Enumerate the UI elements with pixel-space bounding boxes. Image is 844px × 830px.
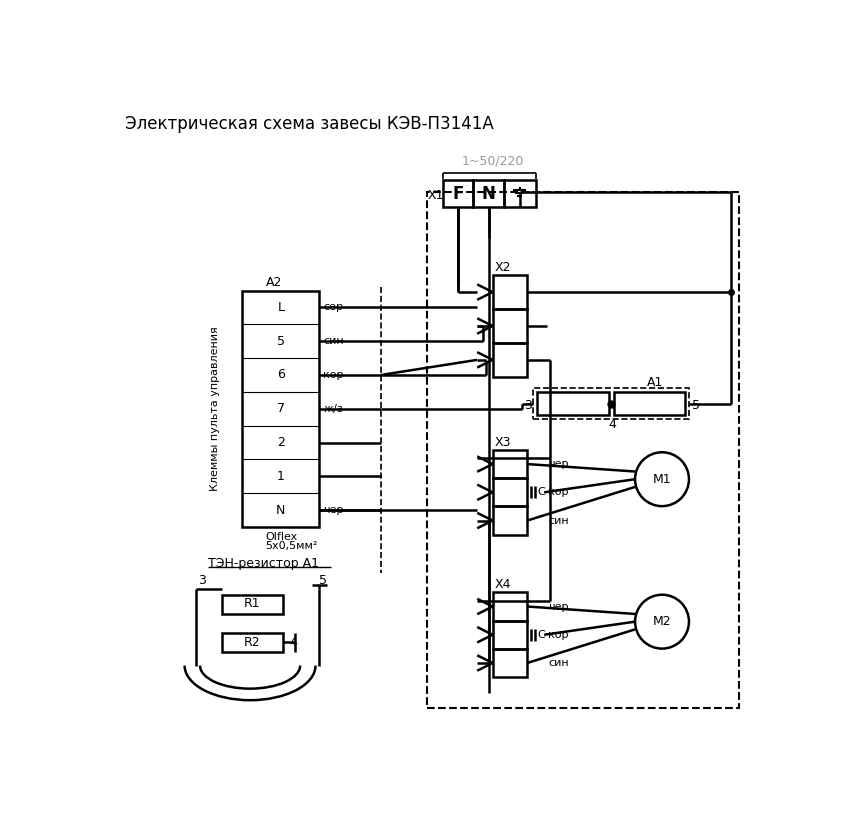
- Bar: [442, 180, 473, 208]
- Text: 5: 5: [692, 398, 700, 412]
- Text: 5: 5: [277, 334, 285, 348]
- Bar: [427, 192, 739, 708]
- Bar: [493, 506, 528, 535]
- Text: N: N: [482, 184, 495, 203]
- Text: 4: 4: [289, 636, 297, 649]
- Text: ТЭН-резистор А1: ТЭН-резистор А1: [208, 558, 319, 570]
- Bar: [493, 450, 528, 478]
- Text: 5x0,5мм²: 5x0,5мм²: [266, 541, 318, 551]
- Text: ж/з: ж/з: [323, 403, 343, 413]
- Text: 7: 7: [277, 403, 285, 415]
- Text: 3: 3: [524, 398, 532, 412]
- Text: R2: R2: [244, 636, 261, 649]
- Text: чер: чер: [323, 505, 344, 515]
- Text: X4: X4: [494, 579, 511, 591]
- Text: A2: A2: [266, 276, 282, 290]
- Bar: [242, 290, 319, 527]
- Text: M2: M2: [652, 615, 671, 628]
- Text: кор: кор: [548, 630, 569, 640]
- Text: C: C: [538, 630, 545, 640]
- Bar: [473, 180, 504, 208]
- Bar: [504, 180, 536, 208]
- Text: 5: 5: [319, 574, 327, 588]
- Text: 2: 2: [277, 436, 284, 449]
- Text: 3: 3: [198, 574, 206, 588]
- Text: чер: чер: [548, 459, 569, 469]
- Text: син: син: [548, 658, 569, 668]
- Bar: [533, 388, 689, 419]
- Text: X2: X2: [494, 261, 511, 274]
- Bar: [493, 276, 528, 309]
- Text: кор: кор: [323, 370, 344, 380]
- Text: L: L: [278, 301, 284, 314]
- Text: X3: X3: [494, 436, 511, 449]
- Bar: [538, 393, 609, 415]
- Text: 1~50/220: 1~50/220: [462, 154, 524, 168]
- Bar: [614, 393, 685, 415]
- Text: 6: 6: [277, 369, 284, 382]
- Text: чер: чер: [548, 602, 569, 612]
- Text: син: син: [323, 336, 344, 346]
- Text: X1: X1: [428, 189, 445, 203]
- Bar: [493, 649, 528, 677]
- Text: C: C: [538, 487, 545, 497]
- Bar: [493, 593, 528, 621]
- Bar: [222, 633, 284, 652]
- Text: A1: A1: [647, 377, 663, 389]
- Text: сер: сер: [323, 302, 344, 312]
- Bar: [222, 595, 284, 614]
- Text: кор: кор: [548, 487, 569, 497]
- Bar: [493, 621, 528, 649]
- Bar: [493, 343, 528, 377]
- Bar: [493, 309, 528, 343]
- Text: N: N: [276, 504, 285, 516]
- Text: Клеммы пульта управления: Клеммы пульта управления: [210, 326, 220, 491]
- Text: син: син: [548, 515, 569, 525]
- Text: Электрическая схема завесы КЭВ-П3141А: Электрическая схема завесы КЭВ-П3141А: [125, 115, 493, 134]
- Text: 4: 4: [609, 418, 616, 431]
- Text: M1: M1: [652, 473, 671, 486]
- Text: R1: R1: [244, 598, 261, 610]
- Text: F: F: [452, 184, 463, 203]
- Bar: [493, 478, 528, 506]
- Text: Olflex: Olflex: [266, 532, 298, 542]
- Text: 1: 1: [277, 470, 284, 483]
